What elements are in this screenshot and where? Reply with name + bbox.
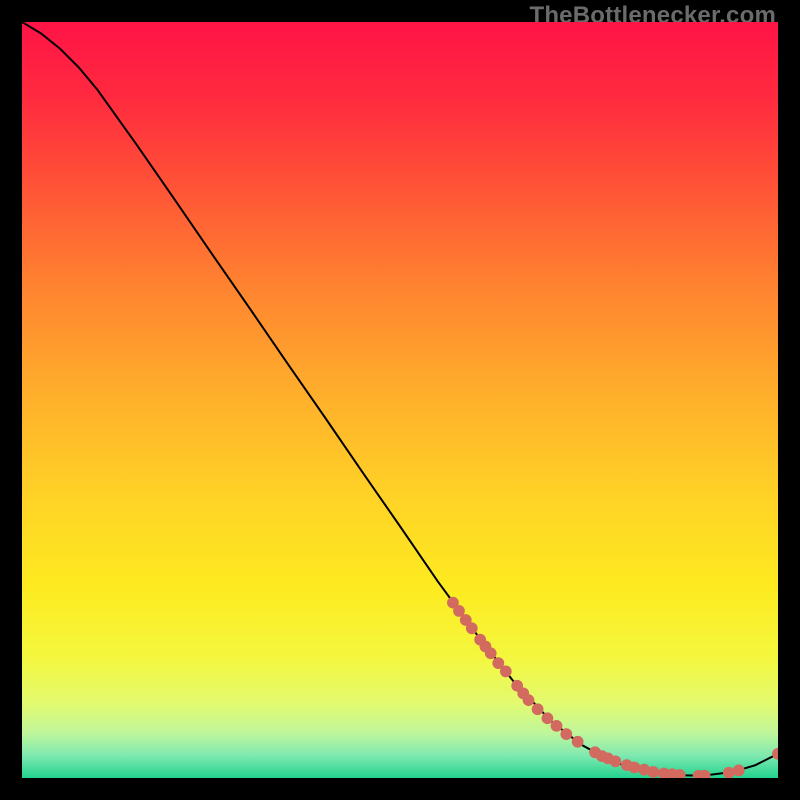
plot-area (22, 22, 778, 778)
chart-frame: TheBottlenecker.com (0, 0, 800, 800)
background-gradient (22, 22, 778, 778)
